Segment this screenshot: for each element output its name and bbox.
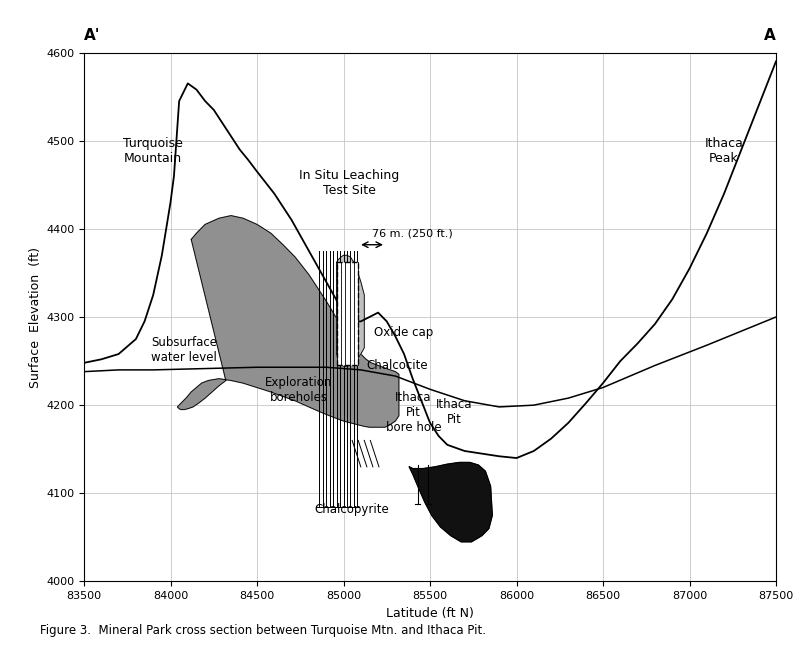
- Text: A': A': [84, 28, 101, 43]
- Text: Ithaca
Pit: Ithaca Pit: [436, 398, 473, 426]
- Text: Figure 3.  Mineral Park cross section between Turquoise Mtn. and Ithaca Pit.: Figure 3. Mineral Park cross section bet…: [40, 624, 486, 637]
- Text: Exploration
boreholes: Exploration boreholes: [265, 376, 332, 404]
- Polygon shape: [410, 463, 492, 542]
- Text: Ithaca
Peak: Ithaca Peak: [705, 137, 743, 166]
- Text: Oxide cap: Oxide cap: [374, 327, 433, 340]
- Text: Ithaca
Pit
bore hole: Ithaca Pit bore hole: [386, 391, 442, 434]
- Polygon shape: [178, 215, 399, 427]
- Text: Turquoise
Mountain: Turquoise Mountain: [123, 137, 183, 166]
- Y-axis label: Surface  Elevation  (ft): Surface Elevation (ft): [29, 246, 42, 388]
- Text: 76 m. (250 ft.): 76 m. (250 ft.): [372, 228, 453, 238]
- X-axis label: Latitude (ft N): Latitude (ft N): [386, 606, 474, 620]
- Text: In Situ Leaching
Test Site: In Situ Leaching Test Site: [299, 169, 400, 197]
- Bar: [337, 262, 358, 365]
- Text: Chalcopyrite: Chalcopyrite: [314, 503, 390, 516]
- Text: Chalcocite: Chalcocite: [367, 359, 429, 372]
- Text: A: A: [764, 28, 776, 43]
- Polygon shape: [337, 256, 364, 367]
- Text: Subsurface
water level: Subsurface water level: [151, 336, 218, 365]
